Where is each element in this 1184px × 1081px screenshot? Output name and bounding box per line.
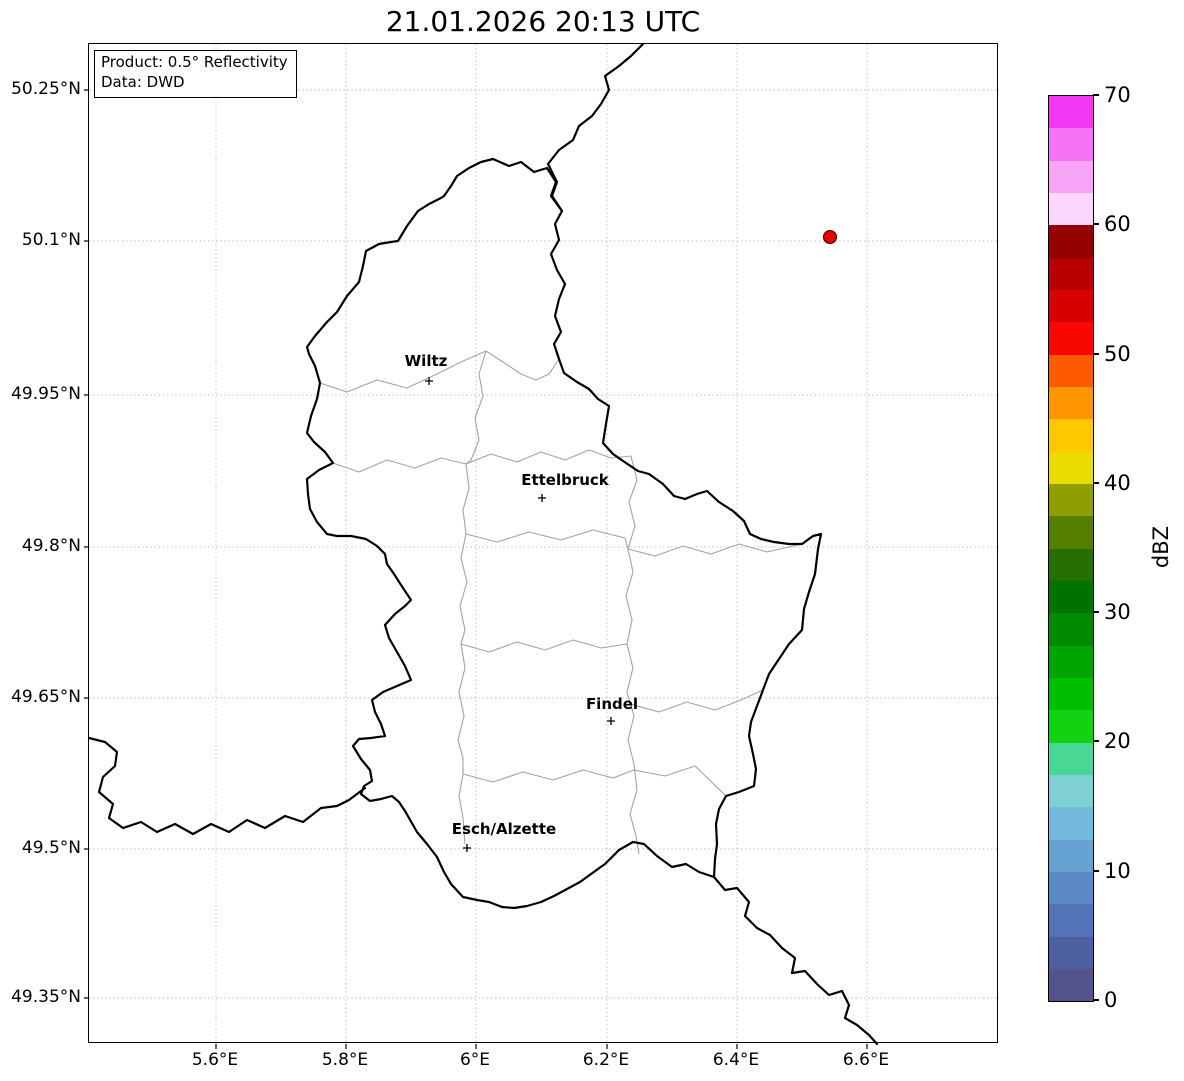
info-box: Product: 0.5° Reflectivity Data: DWD [94, 50, 297, 98]
district-border-line [462, 765, 727, 797]
info-product-line: Product: 0.5° Reflectivity [101, 53, 288, 71]
colorbar-band [1049, 354, 1093, 387]
colorbar-band [1049, 386, 1093, 420]
x-tick-label: 6.2°E [582, 1050, 630, 1070]
colorbar-band [1049, 96, 1093, 129]
colorbar-band [1049, 774, 1093, 808]
colorbar-band [1049, 225, 1093, 258]
colorbar-tick-mark [1093, 94, 1099, 96]
district-border-line [485, 350, 560, 381]
x-tick-label: 6°E [459, 1050, 491, 1070]
map-canvas [84, 42, 999, 1049]
y-tick-label: 49.65°N [11, 687, 81, 707]
colorbar-tick-label: 50 [1104, 341, 1131, 366]
colorbar-band [1049, 257, 1093, 290]
colorbar-band [1049, 839, 1093, 872]
city-markers [425, 377, 615, 852]
colorbar-tick-mark [1093, 352, 1099, 355]
neighbor-border-line [87, 736, 367, 836]
colorbar-band [1049, 289, 1093, 323]
y-tick-label: 50.1°N [21, 230, 81, 250]
colorbar-band [1049, 904, 1093, 937]
neighbor-border-line [546, 42, 645, 213]
neighbor-border-line [712, 875, 879, 1046]
colorbar-tick-mark [1093, 869, 1099, 872]
colorbar-tick-mark [1093, 481, 1099, 484]
x-tick-label: 5.6°E [191, 1050, 239, 1070]
colorbar-tick-mark [1093, 740, 1099, 743]
colorbar-band [1049, 516, 1093, 549]
y-tick-label: 49.95°N [11, 384, 81, 404]
colorbar-tick-mark [1093, 223, 1099, 226]
colorbar-band [1049, 968, 1093, 1002]
district-border-line [319, 350, 487, 393]
colorbar-band [1049, 483, 1093, 517]
y-tick-label: 49.35°N [11, 987, 81, 1007]
colorbar-band [1049, 160, 1093, 193]
city-cross-marker [538, 494, 546, 502]
colorbar-band [1049, 322, 1093, 355]
x-tick-label: 6.6°E [842, 1050, 890, 1070]
colorbar-tick-label: 30 [1104, 600, 1131, 625]
city-cross-marker [607, 717, 615, 725]
gridlines [89, 44, 999, 1044]
y-tick-label: 49.5°N [21, 838, 81, 858]
luxembourg-border [305, 157, 823, 910]
colorbar-band [1049, 871, 1093, 905]
colorbar-band [1049, 742, 1093, 775]
colorbar-band [1049, 548, 1093, 581]
figure-title: 21.01.2026 20:13 UTC [385, 5, 701, 38]
district-border-line [629, 689, 764, 713]
city-label: Wiltz [404, 352, 448, 370]
district-border-line [465, 449, 632, 465]
axis-tick-marks [84, 89, 868, 1049]
colorbar-tick-label: 40 [1104, 470, 1131, 495]
city-label: Ettelbruck [521, 471, 609, 489]
district-border-line [465, 529, 803, 557]
radar-echo-dot [823, 230, 837, 244]
colorbar-tick-mark [1093, 999, 1099, 1001]
district-borders [319, 350, 803, 855]
colorbar-band [1049, 451, 1093, 484]
city-cross-marker [463, 844, 471, 852]
colorbar-band [1049, 128, 1093, 161]
colorbar-band [1049, 710, 1093, 743]
district-border-line [460, 639, 628, 653]
colorbar-band [1049, 580, 1093, 614]
x-tick-label: 6.4°E [712, 1050, 760, 1070]
colorbar-band [1049, 192, 1093, 226]
colorbar-band [1049, 419, 1093, 452]
colorbar-axis-label: dBZ [1149, 525, 1173, 569]
info-source-line: Data: DWD [101, 72, 185, 91]
city-label: Esch/Alzette [451, 820, 557, 838]
district-border-line [457, 350, 487, 845]
colorbar [1048, 95, 1094, 1002]
colorbar-band [1049, 613, 1093, 646]
colorbar-tick-label: 0 [1104, 988, 1118, 1012]
colorbar-tick-label: 60 [1104, 212, 1131, 237]
colorbar-band [1049, 677, 1093, 711]
city-cross-marker [425, 377, 433, 385]
colorbar-tick-label: 70 [1104, 83, 1131, 107]
colorbar-tick-label: 10 [1104, 858, 1131, 883]
district-border-line [625, 455, 640, 855]
colorbar-tick-label: 20 [1104, 729, 1131, 754]
district-border-line [332, 457, 467, 473]
colorbar-band [1049, 645, 1093, 678]
colorbar-band [1049, 807, 1093, 840]
y-tick-label: 49.8°N [21, 536, 81, 556]
colorbar-band [1049, 936, 1093, 969]
colorbar-tick-mark [1093, 611, 1099, 614]
x-tick-label: 5.8°E [321, 1050, 369, 1070]
y-tick-label: 50.25°N [11, 79, 81, 99]
neighbor-borders [87, 42, 879, 1046]
map-plot: Product: 0.5° Reflectivity Data: DWD Wil… [84, 42, 999, 1049]
city-label: Findel [585, 695, 639, 713]
